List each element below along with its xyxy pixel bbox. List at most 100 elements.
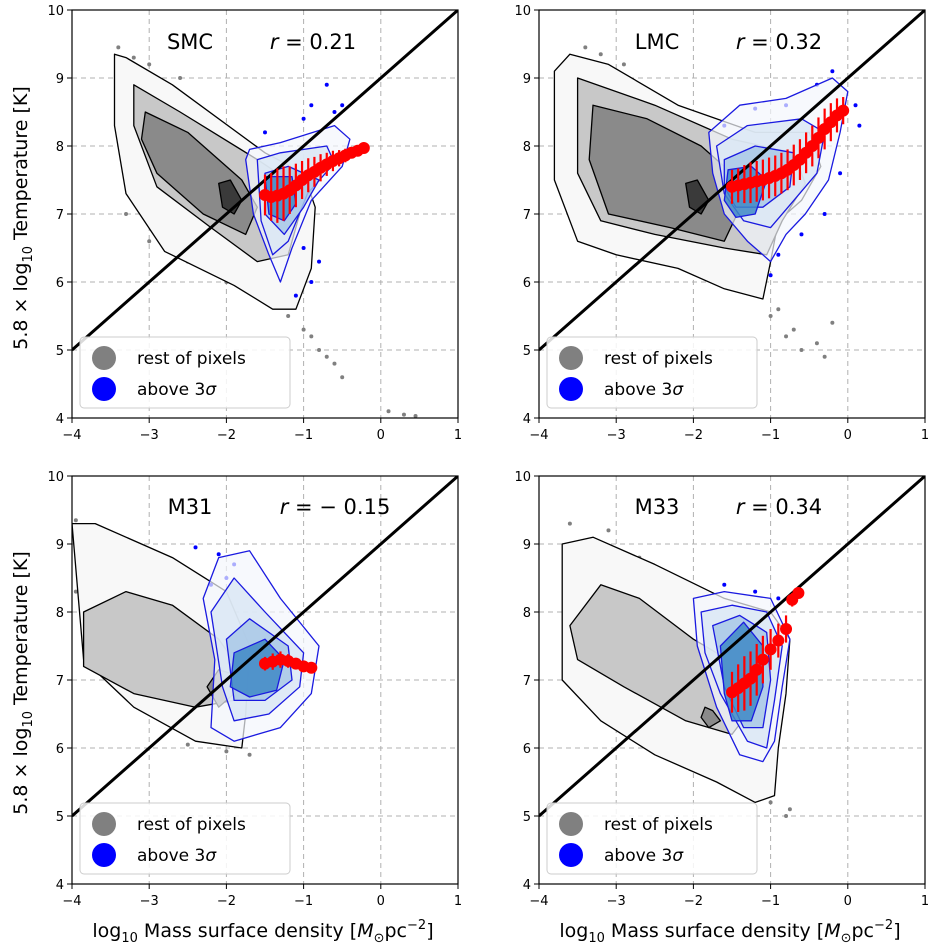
y-tick-label-smc: 4 xyxy=(56,412,64,427)
gray-point-smc xyxy=(301,327,306,332)
x-tick-label-lmc: −3 xyxy=(607,428,626,443)
legend-marker-above-lmc xyxy=(559,377,583,401)
gray-point-lmc xyxy=(583,45,588,50)
legend-label-above-prefix-m31: above 3 xyxy=(137,846,205,866)
blue-point-smc xyxy=(324,82,329,87)
gray-point-m31 xyxy=(73,589,78,594)
y-tick-label-lmc: 6 xyxy=(523,276,531,291)
gray-point-m33 xyxy=(787,807,792,812)
binned-point-m33 xyxy=(780,623,793,635)
gray-point-lmc xyxy=(799,348,804,352)
reference-line-m31 xyxy=(72,476,458,818)
y-axis-label-bottom-prefix: 5.8 × log xyxy=(10,728,32,815)
x-axis-label-right-close: ] xyxy=(893,920,900,942)
gray-point-smc xyxy=(401,412,406,417)
legend-label-above-lmc: above 3σ xyxy=(604,380,684,400)
gray-point-smc xyxy=(332,361,337,366)
x-tick-label-lmc: 1 xyxy=(921,428,929,443)
x-tick-label-m33: 0 xyxy=(844,894,852,909)
gray-point-m33 xyxy=(606,528,611,533)
panel-name-m33: M33 xyxy=(635,495,680,519)
x-tick-label-m31: −3 xyxy=(140,894,159,909)
legend-label-above-sigma-lmc: σ xyxy=(672,380,684,400)
x-axis-label-right-prefix: log xyxy=(559,920,588,942)
x-tick-label-m31: −4 xyxy=(62,894,81,909)
y-tick-label-m33: 4 xyxy=(523,878,531,893)
binned-point-m31 xyxy=(305,661,318,674)
x-tick-label-m31: −1 xyxy=(294,894,313,909)
y-tick-label-m31: 6 xyxy=(56,742,64,757)
correlation-label-smc: r = 0.21 xyxy=(270,30,356,54)
blue-point-m33 xyxy=(776,596,781,601)
gray-point-smc xyxy=(178,76,183,80)
blue-point-smc xyxy=(332,110,337,114)
gray-point-smc xyxy=(309,334,314,339)
x-tick-label-m33: −3 xyxy=(607,894,626,909)
x-axis-label-left-unit-m: M xyxy=(357,920,373,942)
gray-point-lmc xyxy=(598,52,603,57)
gray-point-m31 xyxy=(247,752,252,757)
x-axis-label-right-unit-m: M xyxy=(824,920,840,942)
legend-label-above-sigma-m33: σ xyxy=(672,846,684,866)
legend-label-above-prefix-lmc: above 3 xyxy=(604,380,672,400)
binned-point-m33 xyxy=(756,653,769,666)
y-tick-label-m31: 5 xyxy=(56,810,64,825)
x-tick-label-lmc: −4 xyxy=(529,428,548,443)
y-tick-label-lmc: 4 xyxy=(523,412,531,427)
y-tick-label-m31: 4 xyxy=(56,878,64,893)
x-tick-label-m31: 0 xyxy=(377,894,385,909)
blue-point-lmc xyxy=(830,69,835,74)
legend-marker-above-smc xyxy=(92,377,116,401)
gray-point-smc xyxy=(147,239,152,244)
y-tick-label-lmc: 7 xyxy=(523,208,531,223)
blue-point-lmc xyxy=(776,252,781,257)
x-axis-label-left-close: ] xyxy=(426,920,433,942)
binned-point-m33 xyxy=(792,586,805,599)
legend-label-above-prefix-m33: above 3 xyxy=(604,846,672,866)
y-axis-label-bottom-sub: 10 xyxy=(21,711,36,728)
blue-point-lmc xyxy=(857,123,862,128)
x-tick-label-lmc: −1 xyxy=(761,428,780,443)
x-tick-label-m33: −1 xyxy=(761,894,780,909)
y-tick-label-m33: 9 xyxy=(523,538,531,553)
blue-point-smc xyxy=(340,103,345,108)
x-axis-label-right-sub: 10 xyxy=(588,931,605,946)
blue-point-smc xyxy=(309,280,314,284)
y-tick-label-lmc: 10 xyxy=(514,4,531,19)
gray-point-smc xyxy=(147,62,152,67)
x-tick-label-smc: −4 xyxy=(62,428,81,443)
blue-point-m33 xyxy=(753,589,758,594)
legend-marker-above-m31 xyxy=(92,843,116,867)
legend-smc: rest of pixels above 3σ xyxy=(79,336,291,409)
x-axis-label-left-prefix: log xyxy=(92,920,121,942)
gray-point-m31 xyxy=(185,742,190,747)
legend-box-smc xyxy=(79,336,291,409)
blue-point-lmc xyxy=(822,212,827,216)
x-tick-label-m31: 1 xyxy=(454,894,462,909)
x-axis-label-right-unit-sun: ⊙ xyxy=(841,931,852,946)
x-tick-label-m31: −2 xyxy=(217,894,236,909)
legend-label-above-sigma-smc: σ xyxy=(205,380,217,400)
gray-point-smc xyxy=(286,314,291,318)
blue-point-lmc xyxy=(768,273,773,278)
panel-name-smc: SMC xyxy=(167,30,213,54)
correlation-symbol-m33: r xyxy=(736,495,746,519)
gray-contour-m33 xyxy=(700,706,722,729)
correlation-value-lmc: = 0.32 xyxy=(744,30,822,54)
y-tick-label-m31: 9 xyxy=(56,538,64,553)
legend-box-lmc xyxy=(546,336,758,409)
x-tick-label-lmc: 0 xyxy=(844,428,852,443)
x-axis-label-left-unit-pc: pc xyxy=(385,920,408,942)
legend-label-above-sigma-m31: σ xyxy=(205,846,217,866)
correlation-value-smc: = 0.21 xyxy=(278,30,356,54)
y-tick-label-lmc: 8 xyxy=(523,140,531,155)
gray-point-m33 xyxy=(784,814,789,818)
panel-name-lmc: LMC xyxy=(635,30,679,54)
y-tick-label-m33: 6 xyxy=(523,742,531,757)
x-tick-label-smc: −3 xyxy=(140,428,159,443)
blue-point-smc xyxy=(309,103,314,108)
gray-point-lmc xyxy=(814,341,819,346)
blue-point-smc xyxy=(301,246,306,250)
correlation-value-m33: = 0.34 xyxy=(744,495,822,519)
